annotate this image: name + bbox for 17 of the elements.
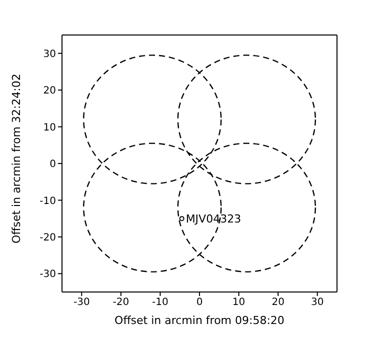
y-tick-label: 20 <box>43 86 56 97</box>
x-tick-label: 20 <box>272 297 284 308</box>
y-tick-label: -10 <box>40 196 56 207</box>
y-tick-label: 30 <box>43 48 56 60</box>
x-tick-label: -30 <box>73 297 90 308</box>
y-axis-title: Offset in arcmin from 32:24:02 <box>10 74 23 244</box>
x-tick-label: 0 <box>196 297 203 308</box>
x-tick-label: -10 <box>152 297 168 308</box>
y-tick-label: -30 <box>40 269 56 280</box>
annotation: MJV04323 <box>186 212 242 226</box>
x-tick-label: -20 <box>112 297 130 308</box>
y-tick-label: 0 <box>50 159 56 170</box>
x-axis-title: Offset in arcmin from 09:58:20 <box>114 314 284 327</box>
y-tick-label: -20 <box>40 232 56 244</box>
y-tick-label: 10 <box>43 122 56 134</box>
x-tick-label: 30 <box>310 297 324 308</box>
x-tick-label: 10 <box>232 297 246 308</box>
